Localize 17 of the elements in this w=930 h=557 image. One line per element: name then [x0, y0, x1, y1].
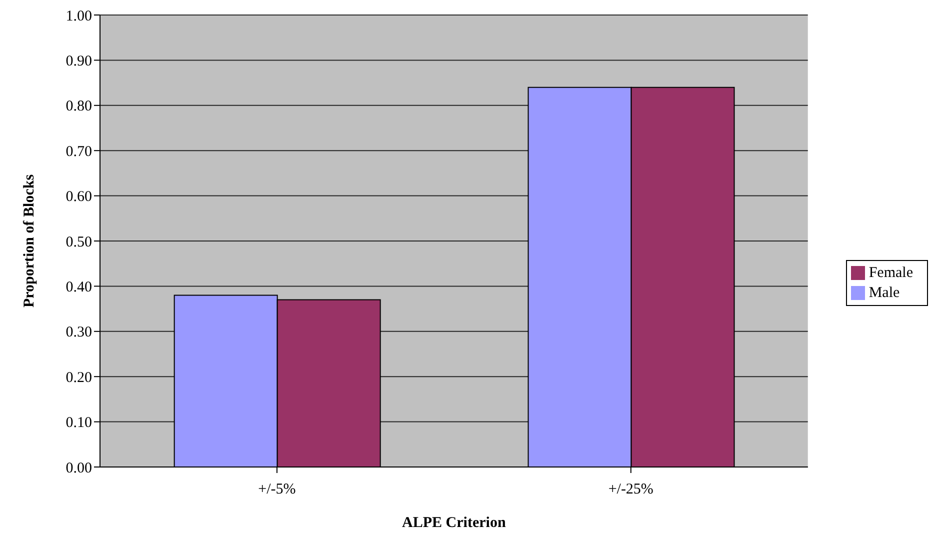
- y-tick-label: 1.00: [66, 8, 92, 24]
- y-tick-label: 0.00: [66, 460, 92, 476]
- legend-label: Male: [868, 284, 900, 300]
- x-tick-label: +/-5%: [258, 482, 296, 498]
- x-axis-title: ALPE Criterion: [402, 515, 506, 531]
- y-tick-label: 0.60: [66, 189, 92, 206]
- y-tick-label: 0.80: [66, 98, 92, 115]
- legend-label: Female: [868, 264, 913, 280]
- y-tick-label: 0.90: [66, 54, 92, 70]
- y-axis-title: Proportion of Blocks: [21, 174, 38, 308]
- y-tick-label: 0.20: [66, 370, 92, 386]
- y-tick-label: 0.10: [66, 415, 92, 432]
- y-tick-label: 0.50: [66, 234, 92, 250]
- y-tick-label: 0.70: [66, 144, 92, 160]
- y-tick-label: 0.40: [66, 280, 92, 296]
- x-tick-label: +/-25%: [608, 482, 654, 498]
- y-tick-label: 0.30: [66, 324, 92, 341]
